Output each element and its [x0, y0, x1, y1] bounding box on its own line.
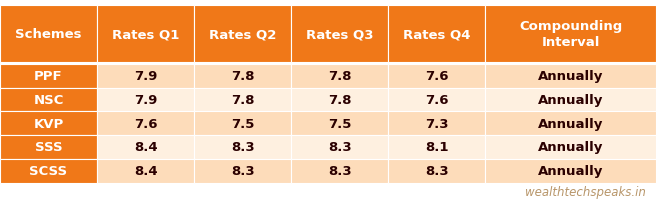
- Text: Annually: Annually: [538, 70, 604, 83]
- FancyBboxPatch shape: [388, 159, 485, 183]
- Text: 7.6: 7.6: [134, 117, 157, 130]
- FancyBboxPatch shape: [485, 65, 656, 88]
- Text: Rates Q3: Rates Q3: [306, 28, 373, 41]
- Text: 8.3: 8.3: [231, 164, 255, 177]
- FancyBboxPatch shape: [0, 6, 97, 63]
- FancyBboxPatch shape: [485, 135, 656, 159]
- FancyBboxPatch shape: [194, 65, 291, 88]
- FancyBboxPatch shape: [291, 112, 388, 135]
- FancyBboxPatch shape: [194, 135, 291, 159]
- Text: 7.5: 7.5: [328, 117, 352, 130]
- FancyBboxPatch shape: [97, 159, 194, 183]
- FancyBboxPatch shape: [388, 65, 485, 88]
- Text: Compounding
Interval: Compounding Interval: [519, 20, 623, 49]
- FancyBboxPatch shape: [97, 112, 194, 135]
- FancyBboxPatch shape: [388, 112, 485, 135]
- FancyBboxPatch shape: [194, 6, 291, 63]
- FancyBboxPatch shape: [97, 88, 194, 112]
- FancyBboxPatch shape: [97, 6, 194, 63]
- FancyBboxPatch shape: [291, 135, 388, 159]
- Text: Annually: Annually: [538, 164, 604, 177]
- Text: 7.8: 7.8: [231, 94, 255, 106]
- Text: 7.6: 7.6: [425, 70, 449, 83]
- Text: 8.1: 8.1: [425, 141, 449, 154]
- FancyBboxPatch shape: [485, 6, 656, 63]
- Text: 7.8: 7.8: [231, 70, 255, 83]
- Text: Annually: Annually: [538, 141, 604, 154]
- FancyBboxPatch shape: [388, 88, 485, 112]
- FancyBboxPatch shape: [0, 159, 97, 183]
- Text: PPF: PPF: [34, 70, 63, 83]
- Text: 7.8: 7.8: [328, 94, 352, 106]
- FancyBboxPatch shape: [194, 112, 291, 135]
- FancyBboxPatch shape: [291, 159, 388, 183]
- Text: 7.9: 7.9: [134, 70, 157, 83]
- FancyBboxPatch shape: [291, 65, 388, 88]
- FancyBboxPatch shape: [0, 88, 97, 112]
- FancyBboxPatch shape: [388, 135, 485, 159]
- Text: SSS: SSS: [35, 141, 62, 154]
- FancyBboxPatch shape: [388, 6, 485, 63]
- Text: 7.8: 7.8: [328, 70, 352, 83]
- FancyBboxPatch shape: [194, 159, 291, 183]
- FancyBboxPatch shape: [0, 112, 97, 135]
- Text: Rates Q2: Rates Q2: [209, 28, 276, 41]
- Text: Annually: Annually: [538, 117, 604, 130]
- Text: 7.5: 7.5: [231, 117, 255, 130]
- Text: KVP: KVP: [33, 117, 64, 130]
- Text: NSC: NSC: [33, 94, 64, 106]
- FancyBboxPatch shape: [485, 112, 656, 135]
- Text: 7.6: 7.6: [425, 94, 449, 106]
- Text: 8.3: 8.3: [328, 164, 352, 177]
- Text: 8.4: 8.4: [134, 141, 157, 154]
- Text: 7.3: 7.3: [425, 117, 449, 130]
- FancyBboxPatch shape: [194, 88, 291, 112]
- Text: 8.3: 8.3: [231, 141, 255, 154]
- Text: 8.3: 8.3: [425, 164, 449, 177]
- FancyBboxPatch shape: [291, 6, 388, 63]
- FancyBboxPatch shape: [97, 135, 194, 159]
- Text: SCSS: SCSS: [30, 164, 68, 177]
- FancyBboxPatch shape: [0, 65, 97, 88]
- Text: Annually: Annually: [538, 94, 604, 106]
- Text: 7.9: 7.9: [134, 94, 157, 106]
- FancyBboxPatch shape: [97, 65, 194, 88]
- Text: 8.3: 8.3: [328, 141, 352, 154]
- Text: Rates Q4: Rates Q4: [403, 28, 470, 41]
- FancyBboxPatch shape: [485, 88, 656, 112]
- Text: 8.4: 8.4: [134, 164, 157, 177]
- FancyBboxPatch shape: [485, 159, 656, 183]
- Text: Schemes: Schemes: [15, 28, 82, 41]
- Text: Rates Q1: Rates Q1: [112, 28, 179, 41]
- FancyBboxPatch shape: [291, 88, 388, 112]
- FancyBboxPatch shape: [0, 135, 97, 159]
- Text: wealthtechspeaks.in: wealthtechspeaks.in: [525, 185, 646, 198]
